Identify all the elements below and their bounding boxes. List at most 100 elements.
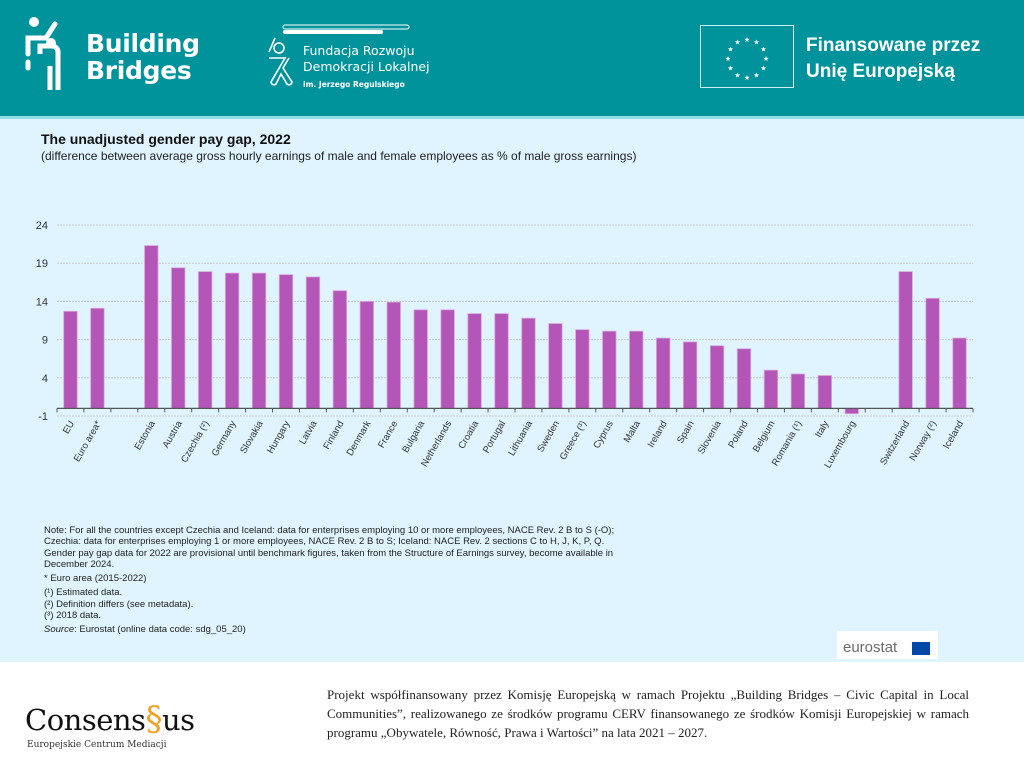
y-tick-label: 9 xyxy=(42,335,48,347)
x-tick-label: Lithuania xyxy=(506,418,535,458)
x-tick-label: Spain xyxy=(675,419,697,446)
y-tick-label: -1 xyxy=(38,411,48,423)
x-tick-label: Austria xyxy=(161,418,186,450)
x-tick-label: Ireland xyxy=(646,419,670,450)
y-tick-label: 4 xyxy=(42,373,48,385)
note-line: Czechia: data for enterprises employing … xyxy=(44,536,605,548)
chart-subtitle: (difference between average gross hourly… xyxy=(41,149,637,163)
bar xyxy=(198,271,213,409)
bar xyxy=(925,297,940,409)
eurostat-eu-flag-icon xyxy=(912,642,930,655)
bar xyxy=(521,317,536,409)
bar xyxy=(952,337,967,409)
bar xyxy=(763,369,779,409)
bar xyxy=(790,373,806,409)
bar xyxy=(817,375,832,409)
consensus-suffix: us xyxy=(161,703,195,737)
x-tick-label: Cyprus xyxy=(591,419,616,451)
chart-notes: Note: For all the countries except Czech… xyxy=(44,525,614,636)
x-tick-label: Switzerland xyxy=(878,419,912,467)
bar xyxy=(90,307,105,409)
eu-star-icon: ★ xyxy=(744,36,750,44)
x-tick-label: Euro area* xyxy=(72,419,104,464)
consensus-logo: Consens§us xyxy=(25,699,195,739)
source-text: : Eurostat (online data code: sdg_05_20) xyxy=(74,624,246,636)
footnote-2018: (³) 2018 data. xyxy=(44,610,102,622)
bar xyxy=(844,407,859,415)
paragraph-sign-icon: § xyxy=(145,699,162,739)
x-tick-label: Bulgaria xyxy=(400,418,427,454)
building-bridges-icon xyxy=(25,17,61,90)
bar xyxy=(494,313,509,409)
x-tick-label: Denmark xyxy=(345,419,374,458)
eu-flag-icon: ★ ★ ★ ★ ★ ★ ★ ★ ★ ★ ★ ★ xyxy=(700,25,794,88)
funding-statement: Projekt współfinansowany przez Komisję E… xyxy=(327,687,969,740)
eu-funding-line-2: Unię Europejską xyxy=(806,61,955,82)
bar xyxy=(171,267,186,409)
eu-star-icon: ★ xyxy=(727,64,733,72)
y-tick-label: 14 xyxy=(36,296,48,308)
y-tick-label: 19 xyxy=(36,258,48,270)
x-tick-label: Slovakia xyxy=(238,418,266,455)
eu-star-icon: ★ xyxy=(763,55,769,63)
foundation-figure-icon xyxy=(268,24,410,86)
eu-funding-line-1: Finansowane przez xyxy=(806,35,981,56)
bar xyxy=(682,341,698,409)
bar xyxy=(224,272,240,409)
y-tick-label: 24 xyxy=(36,220,48,232)
foundation-patron: im. Jerzego Regulskiego xyxy=(303,80,405,89)
bar xyxy=(656,337,671,409)
x-tick-label: Portugal xyxy=(481,419,508,455)
note-line: Gender pay gap data for 2022 are provisi… xyxy=(44,547,614,559)
bar xyxy=(602,330,617,409)
eurostat-wordmark: eurostat xyxy=(843,639,898,656)
eu-star-icon: ★ xyxy=(760,64,766,72)
eu-star-icon: ★ xyxy=(753,38,759,46)
x-tick-label: Finland xyxy=(321,419,346,451)
wordmark-line-1: Building xyxy=(86,29,200,58)
x-tick-label: Hungary xyxy=(265,419,293,456)
consensus-name: Consens xyxy=(25,703,146,737)
bar xyxy=(63,310,78,409)
x-tick-label: Slovenia xyxy=(696,418,724,456)
chart-panel xyxy=(0,119,1024,662)
foundation-name: Fundacja Rozwoju Demokracji Lokalnej xyxy=(303,43,430,75)
bar xyxy=(144,245,159,409)
foundation-line-1: Fundacja Rozwoju xyxy=(303,43,415,58)
bar xyxy=(548,323,563,409)
eu-star-icon: ★ xyxy=(734,38,740,46)
eu-star-icon: ★ xyxy=(753,71,759,79)
bar xyxy=(359,300,374,409)
header-divider xyxy=(0,116,1024,119)
eu-funding-label: Finansowane przez Unię Europejską xyxy=(806,33,980,85)
note-line: Note: For all the countries except Czech… xyxy=(44,525,615,536)
x-tick-label: Belgium xyxy=(751,419,778,454)
source-line: Source: Eurostat (online data code: sdg_… xyxy=(44,624,614,635)
source-label: Source xyxy=(44,624,75,636)
bar xyxy=(386,301,401,409)
x-tick-label: Germany xyxy=(210,419,239,459)
bar xyxy=(413,309,428,409)
x-tick-label: Latvia xyxy=(297,418,320,446)
footnote-estimated: (¹) Estimated data. xyxy=(44,587,123,599)
bar xyxy=(629,330,644,409)
bar xyxy=(575,329,590,409)
bar xyxy=(709,345,725,409)
header-banner: Building Bridges Fundacja Rozwoju Demokr… xyxy=(0,0,1024,116)
eu-star-icon: ★ xyxy=(744,74,750,82)
bar xyxy=(251,272,267,409)
x-tick-label: Croatia xyxy=(456,418,481,451)
chart-title: The unadjusted gender pay gap, 2022 xyxy=(41,131,291,147)
consensus-subtitle: Europejskie Centrum Mediacji xyxy=(27,740,167,750)
foundation-logo: Fundacja Rozwoju Demokracji Lokalnej im.… xyxy=(265,22,455,98)
bar xyxy=(278,274,294,409)
x-tick-label: Norway (²) xyxy=(907,419,939,463)
euro-area-footnote: * Euro area (2015-2022) xyxy=(44,573,147,585)
eu-star-icon: ★ xyxy=(760,45,766,53)
eu-star-icon: ★ xyxy=(725,55,731,63)
bar xyxy=(467,313,482,409)
bar xyxy=(736,348,752,409)
x-tick-label: Iceland xyxy=(941,419,966,451)
x-tick-label: Italy xyxy=(813,419,831,440)
bar xyxy=(440,309,455,409)
